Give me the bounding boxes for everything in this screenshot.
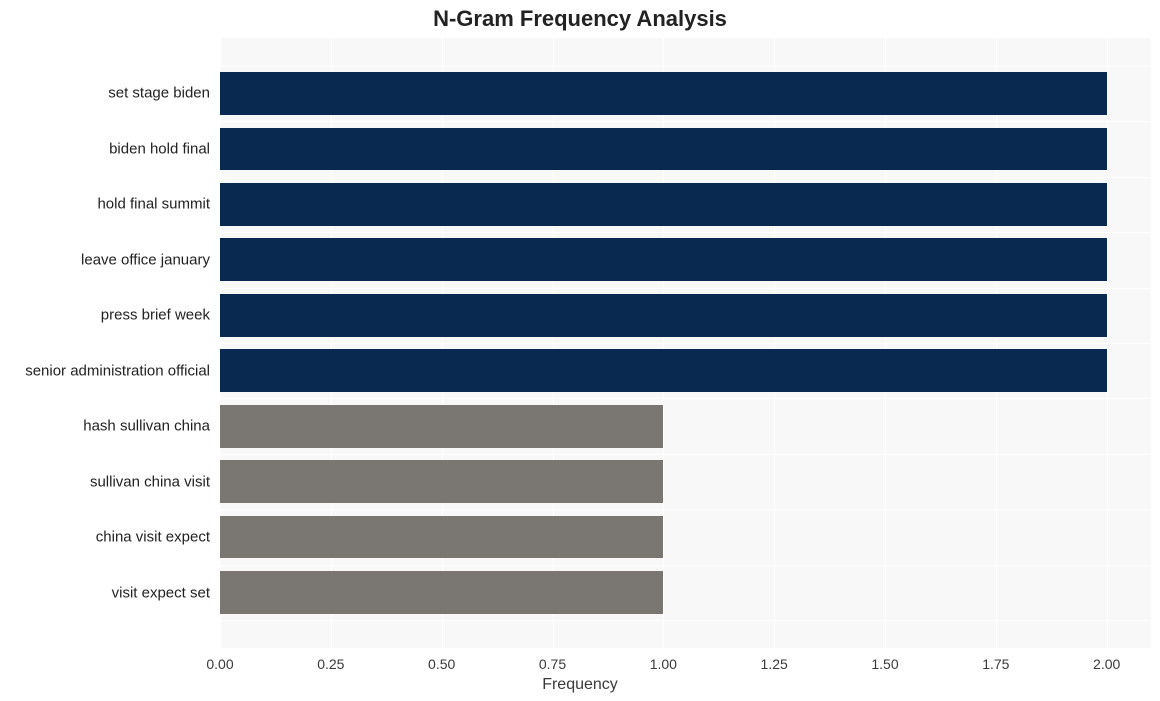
bar [220, 571, 663, 614]
bar [220, 72, 1107, 115]
y-tick-label: press brief week [0, 307, 210, 324]
y-tick-label: senior administration official [0, 362, 210, 379]
y-tick-label: sullivan china visit [0, 473, 210, 490]
y-tick-label: china visit expect [0, 529, 210, 546]
bar [220, 183, 1107, 226]
x-tick-label: 0.00 [206, 656, 233, 672]
x-tick-label: 1.75 [982, 656, 1009, 672]
gridline-h [220, 66, 1151, 67]
gridline-h [220, 398, 1151, 399]
y-tick-label: biden hold final [0, 140, 210, 157]
x-tick-label: 1.00 [650, 656, 677, 672]
gridline-h [220, 177, 1151, 178]
plot-area [220, 38, 1151, 648]
bar [220, 460, 663, 503]
gridline-h [220, 343, 1151, 344]
bar [220, 128, 1107, 171]
chart-title: N-Gram Frequency Analysis [0, 6, 1160, 32]
bar [220, 294, 1107, 337]
x-tick-label: 1.25 [761, 656, 788, 672]
gridline-h [220, 454, 1151, 455]
bar [220, 405, 663, 448]
x-tick-label: 2.00 [1093, 656, 1120, 672]
y-tick-label: leave office january [0, 251, 210, 268]
y-tick-label: visit expect set [0, 584, 210, 601]
ngram-chart: N-Gram Frequency Analysis Frequency set … [0, 0, 1160, 701]
y-tick-label: hash sullivan china [0, 418, 210, 435]
bar [220, 516, 663, 559]
x-tick-label: 1.50 [871, 656, 898, 672]
x-axis-label: Frequency [0, 676, 1160, 694]
gridline-h [220, 620, 1151, 621]
gridline-h [220, 121, 1151, 122]
bar [220, 349, 1107, 392]
gridline-h [220, 509, 1151, 510]
x-tick-label: 0.50 [428, 656, 455, 672]
gridline-h [220, 565, 1151, 566]
gridline-h [220, 232, 1151, 233]
gridline-h [220, 288, 1151, 289]
x-tick-label: 0.75 [539, 656, 566, 672]
bar [220, 238, 1107, 281]
y-tick-label: set stage biden [0, 85, 210, 102]
y-tick-label: hold final summit [0, 196, 210, 213]
x-tick-label: 0.25 [317, 656, 344, 672]
